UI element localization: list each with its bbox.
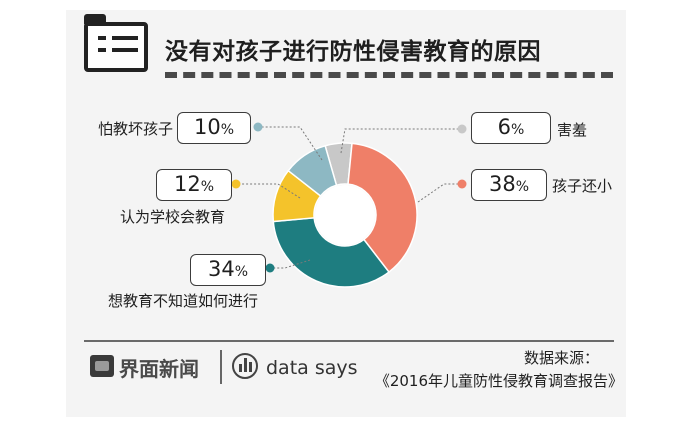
callout-school-will-teach-label: 认为学校会教育 xyxy=(120,208,226,226)
leader-line-corrupt-child xyxy=(258,126,323,161)
list-folder-icon xyxy=(84,14,148,72)
leader-dot-dont-know-how xyxy=(265,263,275,273)
callout-corrupt-child-label: 怕教坏孩子 xyxy=(98,120,174,138)
callout-shy-value: 6% xyxy=(471,112,551,144)
callout-shy-label: 害羞 xyxy=(557,121,588,139)
title-underline xyxy=(165,72,613,78)
leader-line-school-will-teach xyxy=(236,183,301,199)
callout-dont-know-how-label: 想教育不知道如何进行 xyxy=(108,292,259,310)
source-text: 《2016年儿童防性侵教育调查报告》 xyxy=(374,372,623,390)
slice-corrupt-child xyxy=(287,144,338,197)
leader-dot-school-will-teach xyxy=(231,179,241,189)
tagline: data says xyxy=(266,357,358,379)
leader-line-too-young xyxy=(417,183,462,203)
footer-separator xyxy=(220,350,222,384)
brand-name: 界面新闻 xyxy=(119,357,199,381)
source-label: 数据来源： xyxy=(523,349,599,367)
slice-dont-know-how xyxy=(272,216,390,288)
callout-school-will-teach-value: 12% xyxy=(156,169,232,201)
donut-hole xyxy=(315,185,375,245)
jiemian-logo-icon xyxy=(90,355,114,377)
leader-dot-corrupt-child xyxy=(253,122,263,132)
callout-dont-know-how-value: 34% xyxy=(190,254,266,286)
leader-line-shy xyxy=(340,128,462,154)
slice-too-young xyxy=(347,142,418,274)
footer-divider xyxy=(84,340,614,342)
leader-dot-shy xyxy=(457,124,467,134)
leader-line-dont-know-how xyxy=(270,259,311,269)
page-title: 没有对孩子进行防性侵害教育的原因 xyxy=(165,39,541,65)
callout-too-young-label: 孩子还小 xyxy=(552,177,613,195)
leader-dot-too-young xyxy=(457,179,467,189)
callout-corrupt-child-value: 10% xyxy=(177,112,251,144)
callout-too-young-value: 38% xyxy=(471,169,547,201)
data-says-icon xyxy=(232,353,258,379)
